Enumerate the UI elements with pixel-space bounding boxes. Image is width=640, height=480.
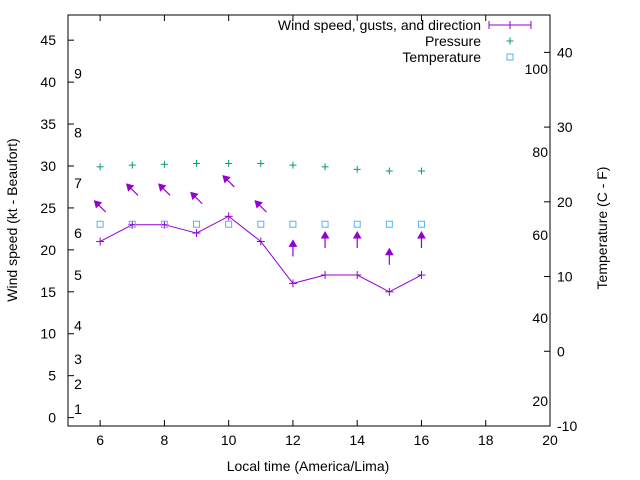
fahrenheit-label: 40 <box>532 310 548 326</box>
fahrenheit-label: 100 <box>525 61 549 77</box>
pressure-point <box>321 163 329 171</box>
series-2 <box>96 220 425 228</box>
legend-label: Pressure <box>425 33 481 49</box>
temperature-point <box>128 220 136 228</box>
wind-direction-arrow <box>158 183 171 196</box>
fahrenheit-label: 60 <box>532 227 548 243</box>
y-tick-label-left: 20 <box>40 242 56 258</box>
wind-direction-arrow <box>125 183 139 196</box>
y-axis-label-left: Wind speed (kt - Beaufort) <box>4 138 20 301</box>
wind-speed-point <box>385 287 394 296</box>
y-tick-label-right: 10 <box>557 269 573 285</box>
beaufort-label: 6 <box>74 225 82 241</box>
wind-speed-point <box>256 237 265 246</box>
beaufort-label: 8 <box>74 124 82 140</box>
beaufort-label: 4 <box>74 317 82 333</box>
wind-speed-point <box>417 271 426 280</box>
beaufort-label: 5 <box>74 267 82 283</box>
pressure-point <box>353 165 361 173</box>
x-tick-label: 20 <box>542 432 558 448</box>
x-tick-label: 16 <box>414 432 430 448</box>
beaufort-label: 1 <box>74 401 82 417</box>
temperature-point <box>417 220 425 228</box>
pressure-point <box>289 161 297 169</box>
x-tick-label: 14 <box>349 432 365 448</box>
temperature-point <box>225 220 233 228</box>
legend-swatch-marker <box>506 37 514 45</box>
pressure-point <box>96 163 104 171</box>
y-tick-label-left: 0 <box>48 410 56 426</box>
y-tick-label-right: 30 <box>557 119 573 135</box>
series-1 <box>96 159 425 175</box>
series-0 <box>93 174 426 296</box>
y-tick-label-left: 35 <box>40 116 56 132</box>
x-axis-label: Local time (America/Lima) <box>227 458 390 474</box>
x-tick-label: 10 <box>221 432 237 448</box>
temperature-point <box>385 220 393 228</box>
beaufort-label: 7 <box>74 175 82 191</box>
x-tick-label: 18 <box>478 432 494 448</box>
wind-direction-arrow <box>384 247 394 265</box>
legend-label: Wind speed, gusts, and direction <box>278 17 481 33</box>
y-tick-label-right: -10 <box>557 418 577 434</box>
fahrenheit-label: 80 <box>532 144 548 160</box>
fahrenheit-label: 20 <box>532 393 548 409</box>
pressure-point <box>160 160 168 168</box>
y-tick-label-left: 10 <box>40 326 56 342</box>
y-tick-label-right: 0 <box>557 343 565 359</box>
legend-label: Temperature <box>402 49 481 65</box>
beaufort-label: 3 <box>74 351 82 367</box>
wind-direction-arrow <box>352 231 362 249</box>
x-tick-label: 12 <box>285 432 301 448</box>
wind-direction-arrow <box>254 200 267 213</box>
pressure-point <box>257 159 265 167</box>
wind-speed-point <box>224 212 233 221</box>
legend-swatch-marker <box>506 21 514 29</box>
wind-direction-arrow <box>320 231 330 249</box>
temperature-point <box>353 220 361 228</box>
y-tick-label-left: 45 <box>40 32 56 48</box>
pressure-point <box>225 159 233 167</box>
wind-direction-arrow <box>190 191 203 205</box>
temperature-point <box>96 220 104 228</box>
wind-direction-arrow <box>417 231 426 249</box>
y-tick-label-right: 20 <box>557 194 573 210</box>
plot-border <box>67 14 551 427</box>
y-tick-label-left: 15 <box>40 284 56 300</box>
beaufort-label: 9 <box>74 66 82 82</box>
y-tick-label-left: 25 <box>40 200 56 216</box>
y-tick-label-left: 40 <box>40 74 56 90</box>
y-axis-label-right: Temperature (C - F) <box>594 167 610 290</box>
wind-speed-point <box>321 271 330 280</box>
temperature-point <box>321 220 329 228</box>
pressure-point <box>193 159 201 167</box>
pressure-point <box>128 161 136 169</box>
y-tick-label-right: 40 <box>557 44 573 60</box>
wind-speed-point <box>353 271 362 280</box>
pressure-point <box>385 167 393 175</box>
temperature-point <box>257 220 265 228</box>
wind-speed-point <box>96 237 105 246</box>
wind-speed-point <box>288 279 297 288</box>
x-tick-label: 8 <box>161 432 169 448</box>
wind-direction-arrow <box>93 200 107 213</box>
beaufort-label: 2 <box>74 376 82 392</box>
legend-swatch-marker <box>506 53 514 61</box>
wind-direction-arrow <box>288 239 298 257</box>
x-tick-label: 6 <box>96 432 104 448</box>
temperature-point <box>289 220 297 228</box>
temperature-point <box>160 220 168 228</box>
wind-direction-arrow <box>222 174 235 188</box>
wind-speed-point <box>192 229 201 238</box>
y-tick-label-left: 5 <box>48 368 56 384</box>
temperature-point <box>193 220 201 228</box>
pressure-point <box>417 167 425 175</box>
y-tick-label-left: 30 <box>40 158 56 174</box>
